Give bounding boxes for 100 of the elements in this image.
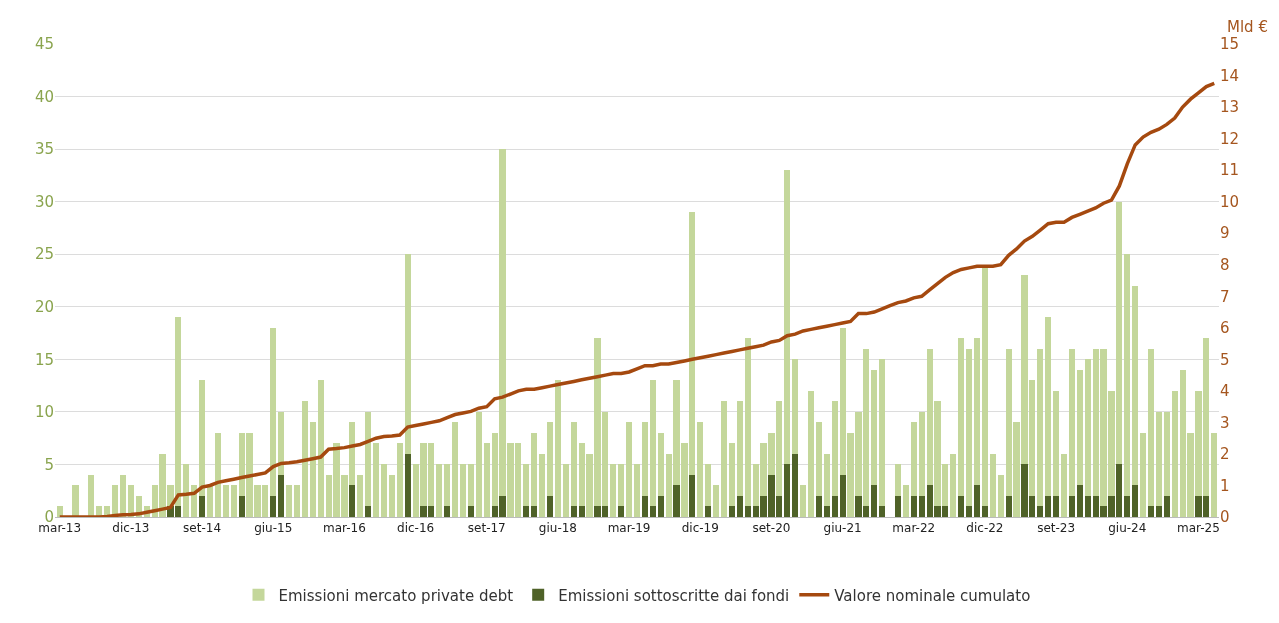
bar [958, 338, 965, 496]
bar [618, 506, 625, 517]
bar [523, 464, 530, 507]
x-tick-label: giu-24 [1108, 521, 1147, 536]
bar [1163, 411, 1170, 496]
bar [309, 422, 316, 517]
bar [578, 506, 585, 517]
bar [894, 495, 902, 517]
x-tick-label: set-14 [183, 521, 222, 536]
bar [444, 464, 451, 507]
bar [879, 506, 886, 517]
bar [396, 443, 403, 517]
bar [1132, 485, 1139, 517]
bar [831, 401, 838, 496]
bar [792, 453, 799, 517]
bar [238, 495, 245, 517]
bar [792, 359, 799, 454]
bar [649, 506, 656, 517]
x-tick-label: set-23 [1037, 521, 1076, 536]
bar [278, 474, 285, 517]
bar [285, 485, 293, 517]
y2-tick-label: 8 [1220, 255, 1230, 274]
bar [1045, 317, 1052, 496]
legend-label: Emissioni mercato private debt [278, 586, 514, 605]
y-tick-label: 15 [34, 350, 54, 369]
bar [222, 485, 229, 517]
bar [467, 464, 475, 507]
bar [546, 422, 554, 496]
bar [317, 380, 324, 517]
y-tick-label: 35 [34, 140, 54, 159]
bar [523, 506, 530, 517]
legend-label: Emissioni sottoscritte dai fondi [558, 586, 790, 605]
bar [657, 495, 664, 517]
bar [610, 464, 617, 517]
y2-tick-label: 5 [1220, 350, 1230, 369]
line-series [57, 81, 1217, 517]
bar [1060, 453, 1068, 517]
bar [1037, 348, 1044, 507]
bar [72, 485, 79, 517]
bar [1155, 506, 1162, 517]
bar [902, 485, 909, 517]
bar [546, 495, 554, 517]
y-tick-label: 20 [34, 298, 54, 317]
y2-tick-label: 3 [1220, 413, 1230, 432]
bar [483, 443, 490, 517]
y2-tick-label: 1 [1220, 476, 1230, 495]
bar [689, 474, 696, 517]
bar [1211, 432, 1218, 517]
bar [444, 506, 451, 517]
bar [365, 506, 372, 517]
y2-tick-label: 10 [1220, 192, 1240, 211]
bar [626, 422, 633, 517]
bar [436, 464, 443, 517]
x-tick-label: mar-19 [607, 521, 651, 536]
y-tick-label: 30 [34, 192, 54, 211]
bar [230, 485, 237, 517]
bar [728, 443, 735, 507]
bar [705, 506, 712, 517]
bar [973, 338, 981, 486]
bar [1163, 495, 1170, 517]
bar [736, 401, 743, 496]
y2-tick-label: 0 [1220, 508, 1230, 527]
bar [831, 495, 838, 517]
bar [871, 369, 878, 486]
bar [452, 422, 459, 517]
bar [1084, 495, 1091, 517]
bar [966, 506, 973, 517]
bar [807, 390, 815, 517]
bar [1076, 369, 1083, 486]
bar [1124, 254, 1131, 496]
bar [1155, 411, 1162, 507]
bar [270, 495, 277, 517]
x-tick-label: giu-21 [823, 521, 862, 536]
bar [981, 506, 989, 517]
bar [1084, 359, 1091, 496]
bar [712, 485, 720, 517]
bar [531, 432, 538, 507]
bar [372, 443, 380, 517]
bar [871, 485, 878, 517]
bar [1068, 495, 1075, 517]
bar [784, 170, 791, 465]
bar [214, 432, 221, 517]
y2-tick-label: 14 [1220, 66, 1240, 85]
x-tick-label: mar-22 [892, 521, 936, 536]
bar [1053, 495, 1060, 517]
bar [1171, 390, 1178, 517]
y-tick-label: 45 [34, 35, 54, 54]
bar [380, 464, 388, 517]
bar [784, 464, 791, 517]
bar [301, 401, 308, 517]
x-tick-label: mar-13 [38, 521, 82, 536]
bar [1147, 348, 1155, 507]
bar [1045, 495, 1052, 517]
bar [633, 464, 641, 517]
bar [570, 422, 577, 507]
bar [744, 506, 751, 517]
bar [554, 380, 562, 517]
bar [531, 506, 538, 517]
x-tick-label: mar-16 [323, 521, 366, 536]
y2-tick-label: 2 [1220, 445, 1230, 464]
